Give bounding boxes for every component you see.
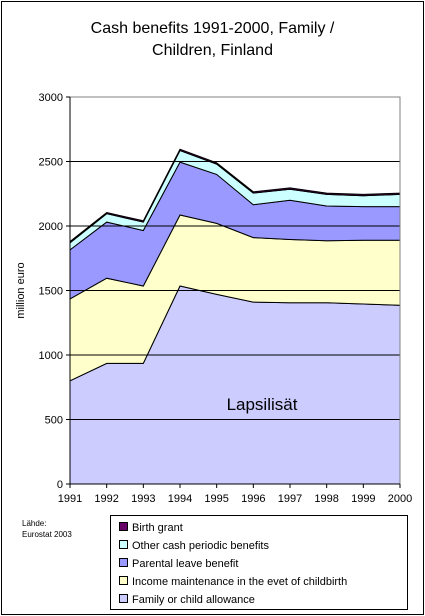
legend-swatch-4 bbox=[119, 540, 128, 549]
x-tick-label-1995: 1995 bbox=[204, 493, 228, 505]
source-label: Lähde: bbox=[22, 519, 47, 528]
y-tick-label-0: 0 bbox=[57, 479, 63, 491]
legend-item-2: Income maintenance in the evet of childb… bbox=[119, 576, 347, 589]
legend-label-2: Income maintenance in the evet of childb… bbox=[132, 576, 348, 588]
y-tick-label-3000: 3000 bbox=[39, 92, 63, 104]
chart-annotation: Lapsilisät bbox=[227, 395, 298, 414]
legend-label-1: Family or child allowance bbox=[132, 594, 255, 606]
x-tick-label-2000: 2000 bbox=[388, 493, 412, 505]
chart-title-line-1: Cash benefits 1991-2000, Family / bbox=[90, 20, 335, 37]
y-tick-label-2500: 2500 bbox=[39, 157, 63, 169]
x-tick-label-1993: 1993 bbox=[131, 493, 155, 505]
legend-item-5: Birth grant bbox=[119, 522, 183, 535]
legend-swatch-2 bbox=[119, 576, 128, 585]
legend-swatch-3 bbox=[119, 558, 128, 567]
legend-item-3: Parental leave benefit bbox=[119, 558, 238, 571]
chart-title-line-2: Children, Finland bbox=[152, 42, 273, 59]
y-tick-label-500: 500 bbox=[45, 415, 63, 427]
y-axis-label: million euro bbox=[15, 262, 27, 318]
chart-title: Cash benefits 1991-2000, Family / Childr… bbox=[0, 18, 425, 62]
y-tick-label-1500: 1500 bbox=[39, 286, 63, 298]
legend-swatch-1 bbox=[119, 594, 128, 603]
x-tick-label-1996: 1996 bbox=[241, 493, 265, 505]
source-name: Eurostat 2003 bbox=[22, 530, 72, 539]
x-tick-label-1991: 1991 bbox=[58, 493, 82, 505]
legend-label-3: Parental leave benefit bbox=[132, 558, 239, 570]
legend-label-5: Birth grant bbox=[132, 522, 183, 534]
x-tick-label-1999: 1999 bbox=[351, 493, 375, 505]
y-tick-label-1000: 1000 bbox=[39, 350, 63, 362]
chart-legend: Birth grant Other cash periodic benefits P… bbox=[110, 515, 408, 610]
legend-item-1: Family or child allowance bbox=[119, 594, 255, 607]
x-tick-label-1992: 1992 bbox=[94, 493, 118, 505]
x-tick-label-1997: 1997 bbox=[278, 493, 302, 505]
x-tick-label-1998: 1998 bbox=[314, 493, 338, 505]
x-tick-label-1994: 1994 bbox=[168, 493, 192, 505]
y-tick-label-2000: 2000 bbox=[39, 221, 63, 233]
legend-label-4: Other cash periodic benefits bbox=[132, 540, 269, 552]
legend-item-4: Other cash periodic benefits bbox=[119, 540, 269, 553]
legend-swatch-5 bbox=[119, 522, 128, 531]
source-note: Lähde: Eurostat 2003 bbox=[22, 518, 72, 540]
